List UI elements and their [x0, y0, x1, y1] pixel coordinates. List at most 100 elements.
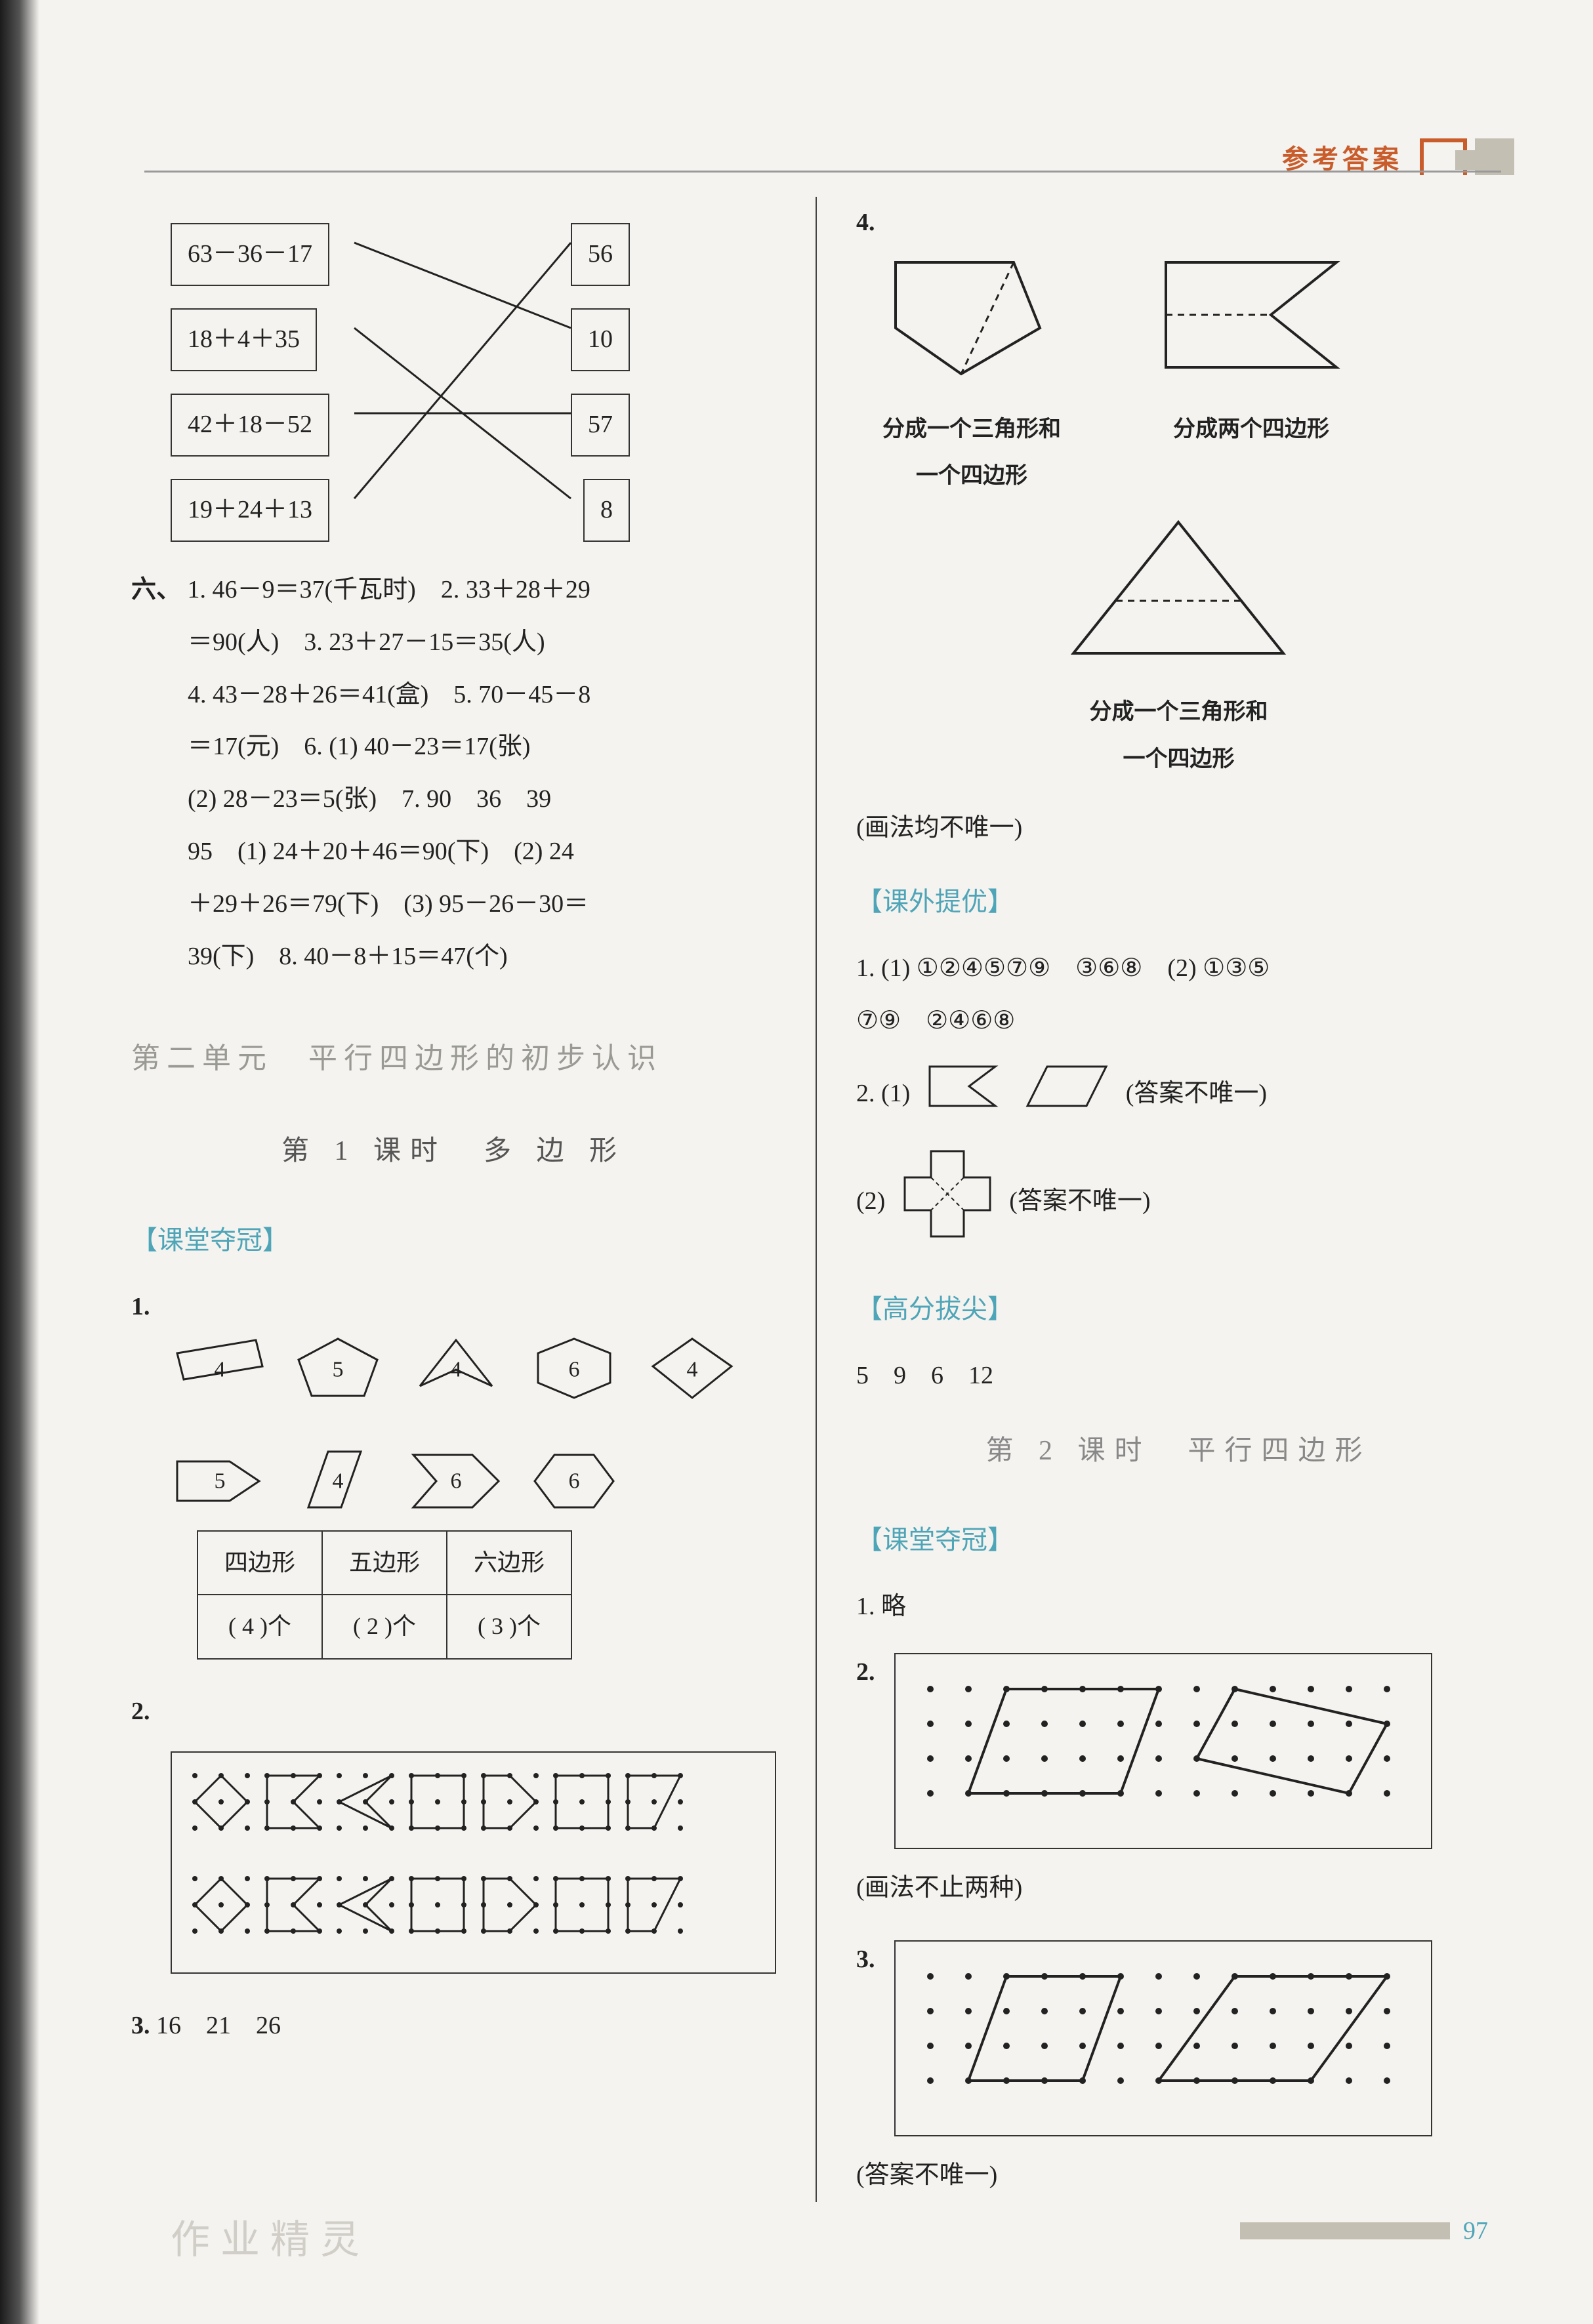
- dot-cell: [402, 1766, 474, 1838]
- section-6-line: 1. 46－9＝37(千瓦时) 2. 33＋28＋29: [188, 576, 590, 603]
- table-cell: ( 3 )个: [447, 1595, 571, 1659]
- pentagon-icon: [923, 1060, 1002, 1131]
- kewai-2: 2. (1) (答案不唯一): [856, 1060, 1501, 1131]
- polygon-shape: 6: [407, 1445, 505, 1517]
- kewai-2b-label: (2): [856, 1187, 885, 1215]
- shape-count-table: 四边形五边形六边形 ( 4 )个( 2 )个( 3 )个: [197, 1530, 572, 1660]
- table-header: 五边形: [322, 1531, 447, 1595]
- kewai-1b: ⑦⑨ ②④⑥⑧: [856, 995, 1501, 1048]
- q4-cap1: 分成一个三角形和一个四边形: [882, 406, 1061, 500]
- right-column: 4. 分成一个三角形和一个四边形 分成两个四边形 分成一个三角形和一个四边形 (…: [856, 197, 1501, 2202]
- q1: 1. 454645466 四边形五边形六边形 ( 4 )个( 2 )个( 3 )…: [131, 1281, 776, 1660]
- page-number: 97: [1463, 2216, 1488, 2245]
- section-6-line: 4. 43－28＋26＝41(盒) 5. 70－45－8: [188, 669, 776, 722]
- q4-shape-3: 分成一个三角形和一个四边形: [856, 512, 1501, 783]
- table-header: 四边形: [197, 1531, 322, 1595]
- kewai-1: 1. (1) ①②④⑤⑦⑨ ③⑥⑧ (2) ①③⑤: [856, 943, 1501, 995]
- l2-q3-label: 3.: [856, 1946, 875, 1973]
- dot-cell: [618, 1869, 690, 1941]
- kewai-2b: (2) (答案不唯一): [856, 1145, 1501, 1262]
- q2-label: 2.: [131, 1698, 150, 1725]
- table-header: 六边形: [447, 1531, 571, 1595]
- header-rule: [144, 171, 1501, 173]
- dot-cell: [257, 1766, 329, 1838]
- section-6-line: 39(下) 8. 40－8＋15＝47(个): [188, 931, 776, 983]
- lesson2-subhead: 【课堂夺冠】: [856, 1513, 1501, 1568]
- polygon-shape: 4: [289, 1445, 387, 1517]
- table-cell: ( 4 )个: [197, 1595, 322, 1659]
- lesson-2-title: 第 2 课时 平行四边形: [856, 1422, 1501, 1480]
- dot-cell: [402, 1869, 474, 1941]
- q4: 4. 分成一个三角形和一个四边形 分成两个四边形 分成一个三角形和一个四边形 (…: [856, 197, 1501, 855]
- q4-cap3: 分成一个三角形和一个四边形: [856, 689, 1501, 783]
- polygon-shape: 6: [525, 1334, 623, 1406]
- dot-cell: [546, 1869, 618, 1941]
- kewai-head: 【课外提优】: [856, 874, 1501, 929]
- polygon-shape: 4: [407, 1334, 505, 1406]
- parallelogram-icon: [1021, 1060, 1113, 1131]
- dot-cell: [474, 1869, 546, 1941]
- gaofen-vals: 5 9 6 12: [856, 1350, 1501, 1402]
- cross-shape-icon: [898, 1145, 997, 1262]
- q3-label: 3.: [131, 2012, 150, 2039]
- l2-q3-note: (答案不唯一): [856, 2150, 1501, 2202]
- l2-q2-label: 2.: [856, 1658, 875, 1686]
- q2-grid: [171, 1751, 776, 1974]
- matching-lines: [171, 197, 669, 538]
- section-6: 六、 1. 46－9＝37(千瓦时) 2. 33＋28＋29 ＝90(人) 3.…: [131, 564, 776, 983]
- section-6-line: ＝17(元) 6. (1) 40－23＝17(张): [188, 721, 776, 773]
- kewai-2-label: 2. (1): [856, 1080, 910, 1107]
- q4-cap2: 分成两个四边形: [1153, 406, 1350, 453]
- l2-q2-note: (画法不止两种): [856, 1862, 1501, 1915]
- section-6-line: 95 (1) 24＋20＋46＝90(下) (2) 24: [188, 826, 776, 878]
- dot-cell: [185, 1766, 257, 1838]
- q4-shape-2: 分成两个四边形: [1153, 249, 1350, 500]
- dot-cell: [546, 1766, 618, 1838]
- header-icon: [1420, 138, 1467, 175]
- l2-q2: 2. (画法不止两种): [856, 1646, 1501, 1915]
- dot-cell: [257, 1869, 329, 1941]
- polygon-shape: 4: [171, 1334, 269, 1406]
- kewai-2b-tail: (答案不唯一): [1009, 1187, 1150, 1215]
- q4-shape-1: 分成一个三角形和一个四边形: [882, 249, 1061, 500]
- l2-q3-grid: [894, 1940, 1432, 2136]
- column-divider: [816, 197, 817, 2202]
- polygon-shape: 5: [171, 1445, 269, 1517]
- polygon-shape: 6: [525, 1445, 623, 1517]
- dot-cell: [618, 1766, 690, 1838]
- l2-q3: 3. (答案不唯一): [856, 1934, 1501, 2202]
- lesson-1-title: 第 1 课时 多 边 形: [131, 1122, 776, 1180]
- section-6-line: ＝90(人) 3. 23＋27－15＝35(人): [188, 617, 776, 669]
- dot-cell: [474, 1766, 546, 1838]
- table-cell: ( 2 )个: [322, 1595, 447, 1659]
- section-6-line: (2) 28－23＝5(张) 7. 90 36 39: [188, 773, 776, 826]
- q4-note: (画法均不唯一): [856, 802, 1501, 855]
- unit-2-title: 第二单元 平行四边形的初步认识: [131, 1029, 776, 1089]
- page-columns: 63－36－1718＋4＋3542＋18－5219＋24＋13 5610578 …: [131, 197, 1501, 2202]
- watermark: 作业精灵: [171, 2208, 370, 2265]
- lesson1-subhead: 【课堂夺冠】: [131, 1213, 776, 1268]
- header-bar-tail: [1475, 138, 1514, 175]
- q3: 3. 16 21 26: [131, 2000, 776, 2052]
- polygon-shape: 4: [643, 1334, 741, 1406]
- l2-q2-grid: [894, 1653, 1432, 1849]
- footer-bar: [1240, 2222, 1450, 2239]
- section-6-marker: 六、: [131, 576, 181, 603]
- shapes-row: 454645466: [171, 1334, 776, 1517]
- binding-shadow: [0, 0, 39, 2324]
- q3-values: 16 21 26: [156, 2012, 281, 2039]
- q4-label: 4.: [856, 209, 875, 236]
- q1-label: 1.: [131, 1293, 150, 1320]
- dot-cell: [185, 1869, 257, 1941]
- dot-cell: [329, 1869, 402, 1941]
- left-column: 63－36－1718＋4＋3542＋18－5219＋24＋13 5610578 …: [131, 197, 776, 2202]
- matching-diagram: 63－36－1718＋4＋3542＋18－5219＋24＋13 5610578: [171, 197, 669, 538]
- polygon-shape: 5: [289, 1334, 387, 1406]
- l2-q1: 1. 略: [856, 1581, 1501, 1633]
- kewai-2-tail: (答案不唯一): [1126, 1080, 1267, 1107]
- q2: 2.: [131, 1686, 776, 1974]
- footer: 97: [1240, 2216, 1488, 2245]
- gaofen-head: 【高分拔尖】: [856, 1282, 1501, 1337]
- dot-cell: [329, 1766, 402, 1838]
- section-6-line: ＋29＋26＝79(下) (3) 95－26－30＝: [188, 878, 776, 931]
